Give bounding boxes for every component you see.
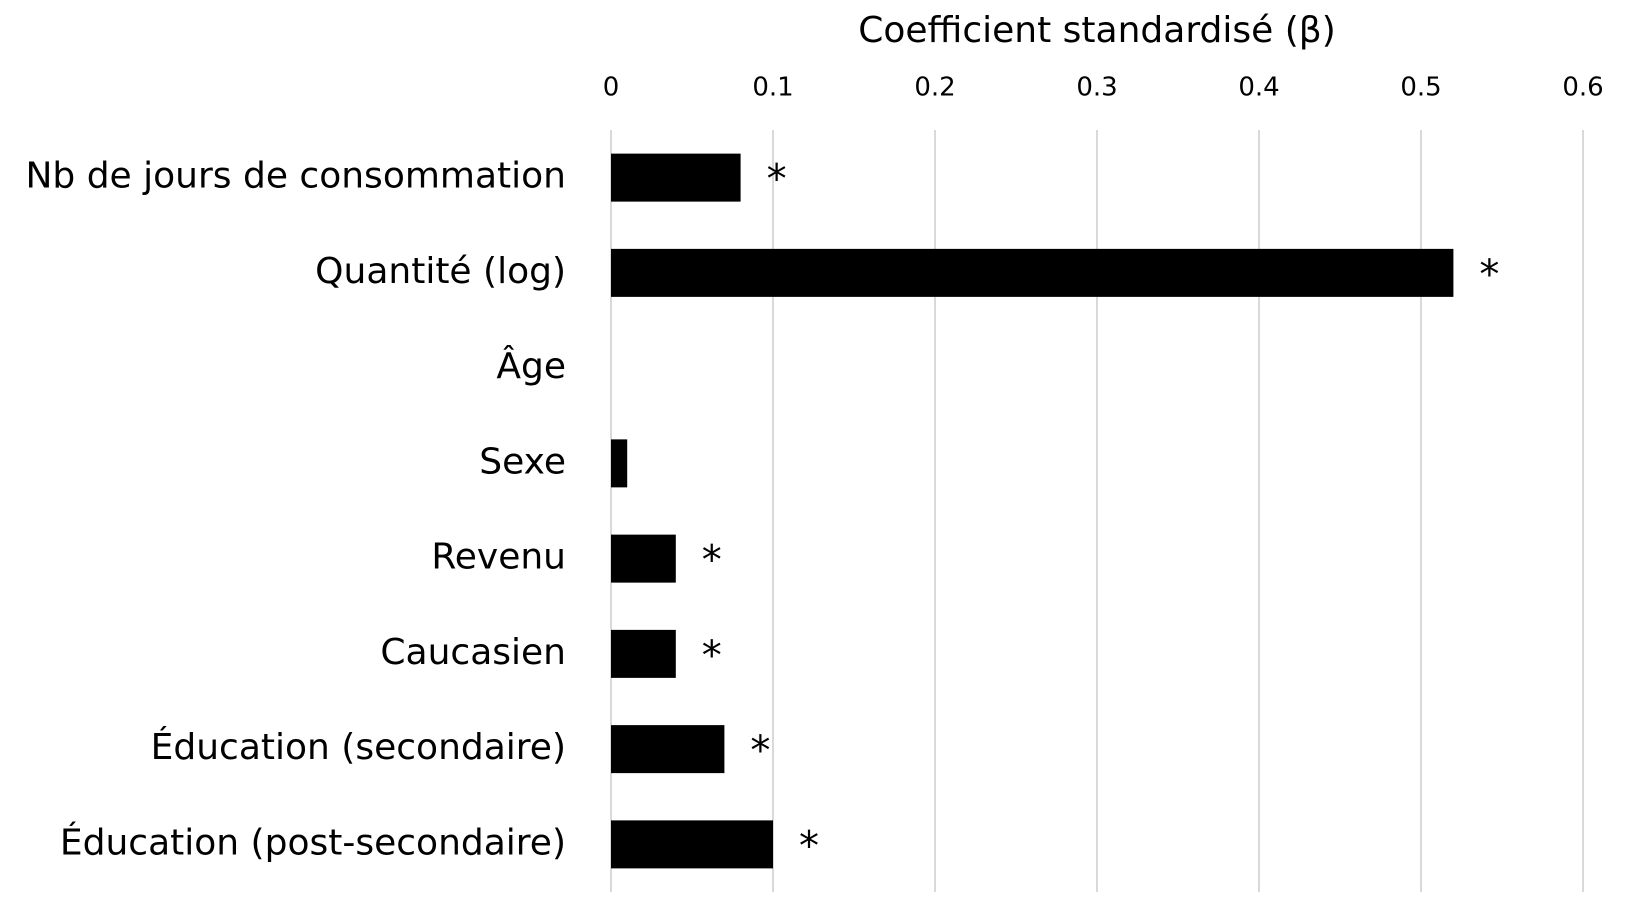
axis-title: Coefficient standardisé (β): [858, 10, 1336, 51]
bar: [611, 725, 725, 774]
y-tick-label: Âge: [496, 345, 566, 387]
annotation: *: [702, 633, 722, 679]
annotation: *: [767, 157, 787, 203]
x-tick-label: 0.5: [1400, 73, 1441, 103]
bar: [611, 248, 1454, 297]
bar: [611, 820, 773, 869]
y-tick-label: Éducation (post-secondaire): [60, 821, 566, 863]
annotation: *: [799, 823, 819, 869]
x-tick-label: 0.1: [752, 73, 793, 103]
y-tick-label: Caucasien: [380, 632, 566, 673]
x-tick-label: 0.3: [1076, 73, 1117, 103]
bar: [611, 534, 676, 583]
bar: [611, 629, 676, 678]
bar: [611, 439, 628, 488]
y-tick-label: Nb de jours de consommation: [25, 156, 566, 197]
annotation: *: [750, 728, 770, 774]
x-tick-label: 0.6: [1562, 73, 1603, 103]
y-tick-label: Quantité (log): [315, 251, 566, 292]
annotation: *: [702, 538, 722, 584]
x-tick-label: 0.4: [1238, 73, 1279, 103]
x-tick-label: 0: [603, 73, 620, 103]
annotation: *: [1479, 252, 1499, 298]
x-tick-label: 0.2: [914, 73, 955, 103]
y-tick-label: Sexe: [479, 441, 566, 482]
y-tick-label: Éducation (secondaire): [151, 726, 566, 768]
bar: [611, 153, 741, 202]
y-tick-label: Revenu: [431, 537, 566, 578]
